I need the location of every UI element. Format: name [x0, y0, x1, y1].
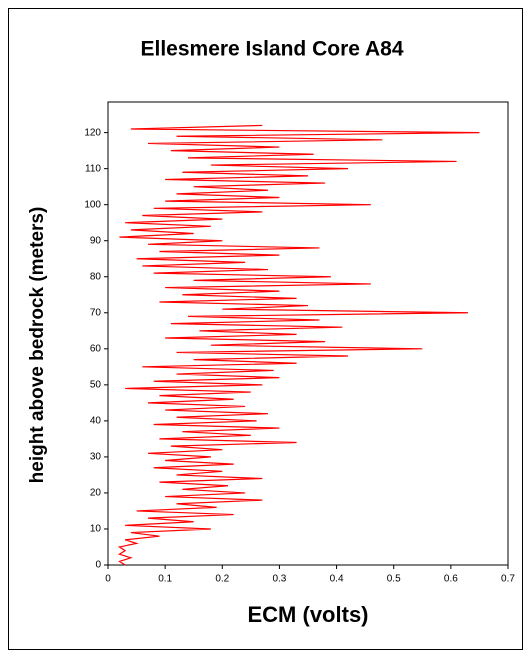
x-tick-label: 0: [105, 574, 111, 585]
x-tick-label: 0.1: [158, 574, 172, 585]
x-tick-label: 0.4: [330, 574, 344, 585]
y-tick-label: 0: [95, 560, 101, 571]
x-tick-label: 0.5: [387, 574, 401, 585]
y-tick-label: 70: [90, 307, 102, 318]
y-tick-label: 60: [90, 343, 102, 354]
x-tick-label: 0.2: [215, 574, 229, 585]
chart-title: Ellesmere Island Core A84: [140, 38, 403, 61]
y-tick-label: 100: [84, 199, 101, 210]
x-tick-label: 0.3: [272, 574, 286, 585]
y-tick-label: 120: [84, 127, 101, 138]
x-tick-label: 0.6: [444, 574, 458, 585]
y-tick-label: 40: [90, 416, 102, 427]
x-tick-label: 0.7: [501, 574, 515, 585]
y-axis-label: height above bedrock (meters): [27, 207, 48, 484]
x-axis-label: ECM (volts): [248, 602, 369, 627]
y-tick-label: 30: [90, 452, 102, 463]
y-tick-label: 80: [90, 271, 102, 282]
y-tick-label: 10: [90, 524, 102, 535]
y-tick-label: 90: [90, 235, 102, 246]
y-tick-label: 110: [85, 163, 101, 174]
y-tick-label: 20: [90, 488, 102, 499]
data-line: [117, 124, 480, 566]
y-tick-label: 50: [90, 379, 102, 390]
plot-area: [107, 101, 509, 566]
